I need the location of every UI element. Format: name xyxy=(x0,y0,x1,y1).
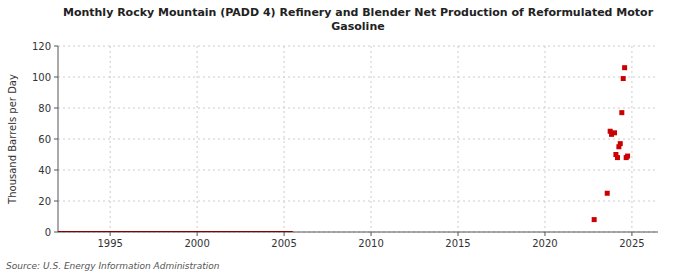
tick xyxy=(54,201,58,202)
y-axis xyxy=(58,46,59,232)
grid xyxy=(58,46,658,232)
tick xyxy=(284,232,285,236)
tick xyxy=(54,139,58,140)
grid-line xyxy=(58,232,658,233)
tick-label: 2015 xyxy=(445,238,470,249)
tick xyxy=(458,232,459,236)
point xyxy=(618,141,623,146)
tick xyxy=(371,232,372,236)
tick-label: 2020 xyxy=(532,238,557,249)
grid-line xyxy=(58,77,658,78)
grid-line xyxy=(371,46,372,232)
tick-label: 80 xyxy=(38,103,51,114)
tick xyxy=(631,232,632,236)
plot-area xyxy=(58,65,630,232)
tick-label: 0 xyxy=(45,227,51,238)
tick xyxy=(544,232,545,236)
tick-label: 2025 xyxy=(619,238,644,249)
grid-line xyxy=(197,46,198,232)
grid-line xyxy=(58,46,658,47)
tick-label: 1995 xyxy=(97,238,122,249)
tick-label: 40 xyxy=(38,165,51,176)
line xyxy=(58,231,293,232)
grid-line xyxy=(58,201,658,202)
y-axis-label: Thousand Barrels per Day xyxy=(7,74,18,205)
tick xyxy=(110,232,111,236)
title: Monthly Rocky Mountain (PADD 4) Refinery… xyxy=(63,6,654,33)
tick-label: 20 xyxy=(38,196,51,207)
point xyxy=(615,155,620,160)
grid-line xyxy=(631,46,632,232)
tick xyxy=(54,108,58,109)
tick-label: 2000 xyxy=(184,238,209,249)
point xyxy=(622,65,627,70)
x-axis xyxy=(58,232,658,233)
tick xyxy=(197,232,198,236)
tick xyxy=(54,77,58,78)
point xyxy=(612,130,617,135)
grid-line xyxy=(58,170,658,171)
chart: Monthly Rocky Mountain (PADD 4) Refinery… xyxy=(0,0,675,275)
tick-label: 2010 xyxy=(358,238,383,249)
tick xyxy=(54,232,58,233)
point xyxy=(619,110,624,115)
tick-label: 120 xyxy=(32,41,51,52)
point xyxy=(621,76,626,81)
tick-label: 2005 xyxy=(271,238,296,249)
point xyxy=(625,154,630,159)
tick-label: 60 xyxy=(38,134,51,145)
tick-label: 100 xyxy=(32,72,51,83)
tick xyxy=(54,170,58,171)
grid-line xyxy=(58,108,658,109)
grid-line xyxy=(58,139,658,140)
point xyxy=(605,191,610,196)
tick xyxy=(54,46,58,47)
source: Source: U.S. Energy Information Administ… xyxy=(6,261,220,271)
point xyxy=(592,217,597,222)
